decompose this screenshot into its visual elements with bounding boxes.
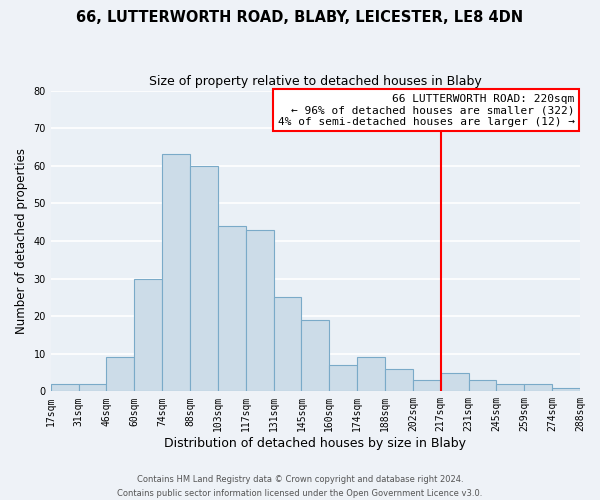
Bar <box>218 226 246 392</box>
Bar <box>301 320 329 392</box>
Bar <box>441 372 469 392</box>
Bar <box>524 384 552 392</box>
Bar <box>134 278 162 392</box>
Bar <box>162 154 190 392</box>
Bar <box>469 380 496 392</box>
Text: Contains HM Land Registry data © Crown copyright and database right 2024.
Contai: Contains HM Land Registry data © Crown c… <box>118 476 482 498</box>
Bar <box>190 166 218 392</box>
Bar <box>357 358 385 392</box>
Bar <box>274 298 301 392</box>
Bar <box>496 384 524 392</box>
Bar <box>246 230 274 392</box>
Bar <box>51 384 79 392</box>
X-axis label: Distribution of detached houses by size in Blaby: Distribution of detached houses by size … <box>164 437 466 450</box>
Text: 66 LUTTERWORTH ROAD: 220sqm
← 96% of detached houses are smaller (322)
4% of sem: 66 LUTTERWORTH ROAD: 220sqm ← 96% of det… <box>278 94 575 127</box>
Title: Size of property relative to detached houses in Blaby: Size of property relative to detached ho… <box>149 75 482 88</box>
Bar <box>385 369 413 392</box>
Bar <box>106 358 134 392</box>
Y-axis label: Number of detached properties: Number of detached properties <box>15 148 28 334</box>
Bar <box>329 365 357 392</box>
Bar <box>413 380 441 392</box>
Text: 66, LUTTERWORTH ROAD, BLABY, LEICESTER, LE8 4DN: 66, LUTTERWORTH ROAD, BLABY, LEICESTER, … <box>76 10 524 25</box>
Bar <box>552 388 580 392</box>
Bar <box>79 384 106 392</box>
